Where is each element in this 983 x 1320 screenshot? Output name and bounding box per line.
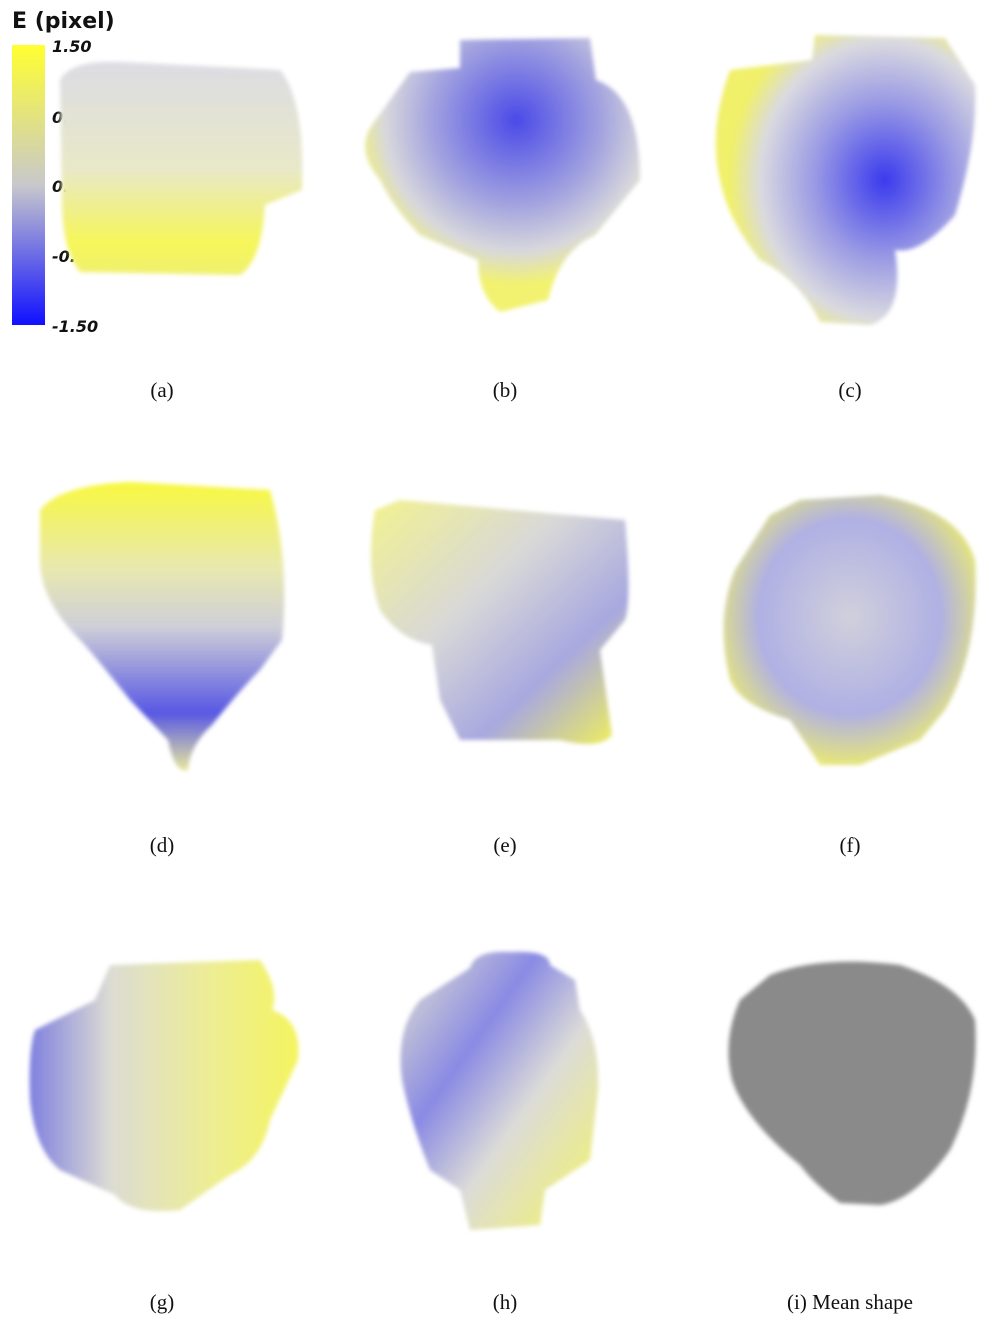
shape-c <box>716 35 976 325</box>
caption: (h) <box>493 1290 518 1314</box>
shape-g <box>30 960 299 1211</box>
colorbar-label: 1.50 <box>52 37 91 56</box>
colorbar <box>12 45 45 325</box>
renderings <box>30 35 976 1230</box>
shape-e <box>371 500 629 744</box>
figure: E (pixel) 1.50 0.750 0.00 -0.750 -1.50 (… <box>0 0 983 1320</box>
shape-d <box>40 482 284 771</box>
shape-h <box>400 952 598 1230</box>
caption: (d) <box>150 833 175 857</box>
colorbar-label: -1.50 <box>52 317 98 336</box>
caption: (b) <box>493 378 518 402</box>
caption: (g) <box>150 1290 175 1314</box>
shape-b <box>365 38 640 312</box>
caption: (c) <box>838 378 861 402</box>
colorbar-title: E (pixel) <box>12 9 115 34</box>
caption: (a) <box>150 378 173 402</box>
shape-f <box>724 495 976 765</box>
caption: (f) <box>840 833 861 857</box>
caption: (e) <box>493 833 516 857</box>
shape-i <box>728 962 975 1205</box>
caption: (i) Mean shape <box>787 1290 913 1314</box>
shape-a <box>60 62 302 275</box>
